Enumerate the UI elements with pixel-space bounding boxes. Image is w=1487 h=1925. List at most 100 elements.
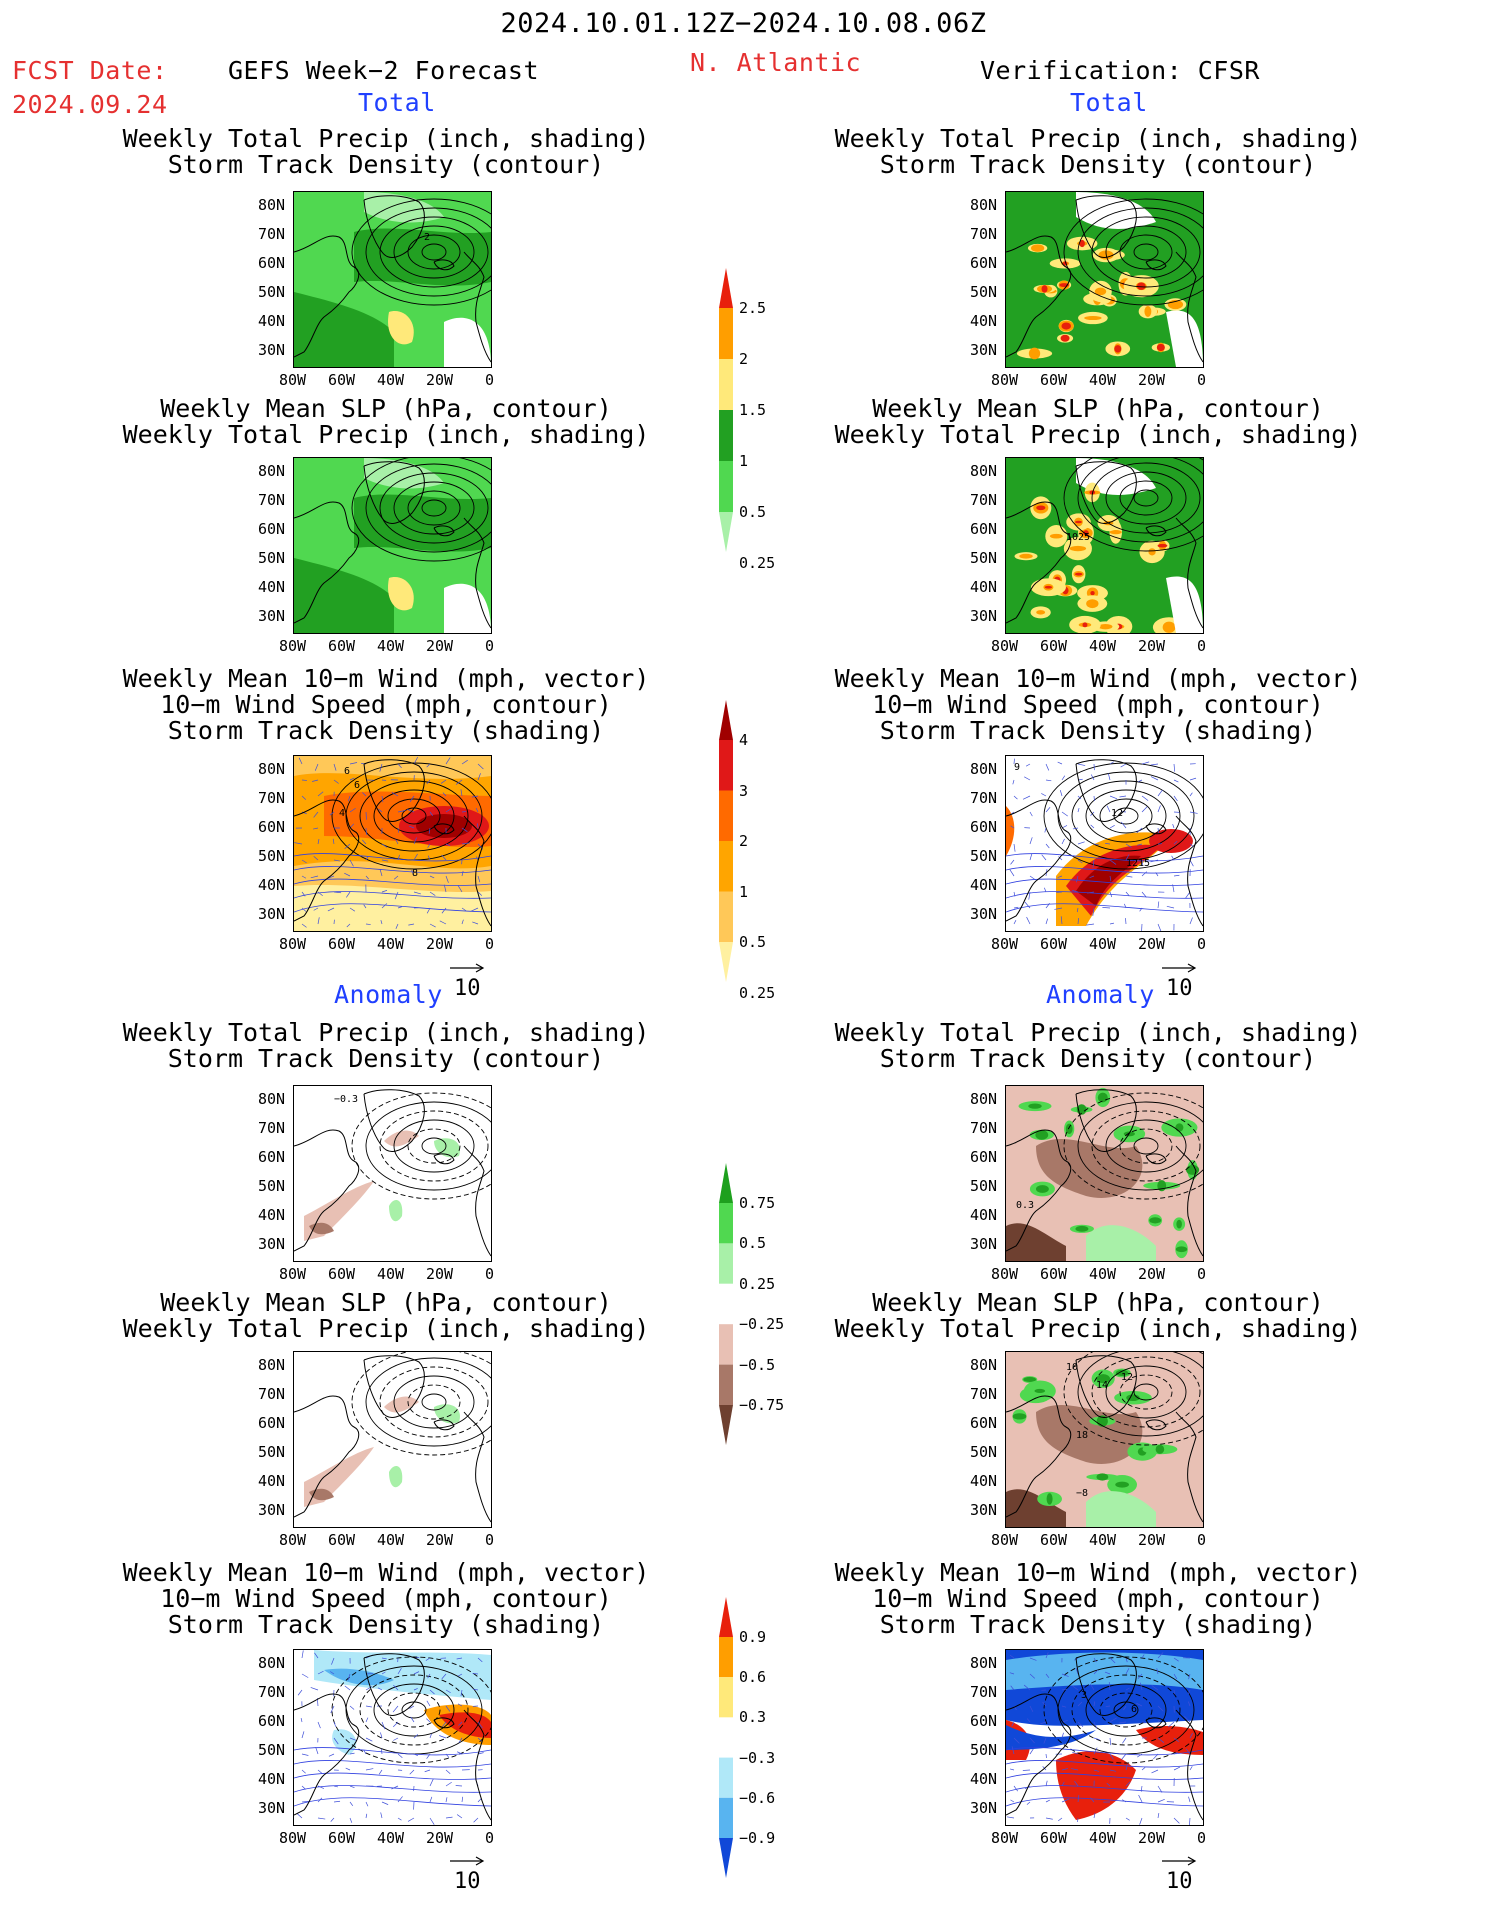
colorbar-swatch [719,700,733,740]
colorbar-swatch [719,790,733,841]
lon-tick-label: 60W [1040,371,1068,389]
vector-reference-arrow [450,1856,485,1866]
lon-tick-label: 20W [1138,371,1166,389]
colorbar-label: −0.25 [739,1315,785,1334]
vector-reference-value: 10 [1166,1869,1193,1894]
lat-tick-label: 80N [258,760,286,778]
colorbar-swatch [719,942,733,982]
panel-title-line: Weekly Total Precip (inch, shading) [834,420,1362,449]
lat-tick-label: 40N [258,1206,286,1224]
lon-tick-label: 80W [279,1829,307,1847]
lat-tick-label: 30N [970,1501,998,1519]
map-verification-2: 9 12 12 15 [1005,755,1204,932]
lat-tick-label: 70N [970,1385,998,1403]
colorbar-swatch [719,1364,733,1405]
lon-tick-label: 0 [485,1531,495,1549]
colorbar-label: −0.6 [739,1788,776,1807]
colorbar-label: 1.5 [739,401,767,419]
contour-label: −8 [1076,1488,1088,1499]
colorbar-swatch [719,740,733,791]
lat-tick-label: 80N [258,1654,286,1672]
panel-title-line: Weekly Mean SLP (hPa, contour) [872,394,1324,423]
lat-tick-label: 50N [970,549,998,567]
lon-tick-label: 60W [1040,637,1068,655]
map-field [294,458,491,633]
verification-title: Verification: CFSR [980,56,1260,85]
colorbar-label: −0.5 [739,1355,776,1374]
lon-tick-label: 40W [1089,935,1117,953]
colorbar-swatch [719,1243,733,1284]
lon-tick-label: 0 [1197,637,1207,655]
panel-title-line: Storm Track Density (shading) [879,1610,1317,1639]
lat-tick-label: 30N [258,905,286,923]
map-verification-4: 10 12 14 18 −8 [1005,1351,1204,1528]
lon-tick-label: 40W [377,1829,405,1847]
lon-tick-label: 80W [991,1265,1019,1283]
lon-tick-label: 20W [426,637,454,655]
lat-tick-label: 70N [258,789,286,807]
vector-reference: 10 [1160,1848,1200,1894]
panel-title-verification-5: Weekly Mean 10−m Wind (mph, vector) 10−m … [798,1560,1398,1638]
panel-title-forecast-5: Weekly Mean 10−m Wind (mph, vector) 10−m … [86,1560,686,1638]
contour-label: 10 [1066,1362,1078,1373]
lon-tick-label: 40W [377,371,405,389]
lon-tick-label: 0 [1197,1265,1207,1283]
contour-label: 6 [344,766,350,777]
lat-tick-label: 60N [970,1414,998,1432]
lat-tick-label: 60N [258,1414,286,1432]
lon-tick-label: 80W [991,1531,1019,1549]
map-forecast-0: 2 [293,191,492,368]
colorbar-label: 0.3 [739,1708,767,1727]
lon-tick-label: 20W [1138,1829,1166,1847]
lon-tick-label: 40W [1089,1531,1117,1549]
panel-title-line: Weekly Mean 10−m Wind (mph, vector) [122,1558,650,1587]
contour-label: 12 [1121,1372,1133,1383]
lon-tick-label: 0 [485,935,495,953]
lat-tick-label: 60N [258,254,286,272]
colorbar-label: −0.9 [739,1829,776,1847]
region-title: N. Atlantic [690,48,862,77]
lat-tick-label: 30N [258,607,286,625]
colorbar-swatch [719,1637,733,1678]
lat-tick-label: 50N [258,847,286,865]
colorbar-swatch [719,891,733,942]
colorbar-label: 0.25 [739,554,776,572]
contour-label: 2 [424,232,430,243]
lon-tick-label: 0 [485,371,495,389]
vector-reference-arrow [450,963,485,973]
colorbar-label: 0.5 [739,933,767,951]
contour-label: 6 [1131,1704,1137,1715]
lat-tick-label: 80N [970,462,998,480]
panel-title-line: Weekly Total Precip (inch, shading) [122,1018,650,1047]
lat-tick-label: 30N [258,1501,286,1519]
lon-tick-label: 20W [1138,637,1166,655]
lat-tick-label: 80N [970,196,998,214]
lon-tick-label: 60W [328,637,356,655]
model-title: GEFS Week−2 Forecast [228,56,540,85]
lon-tick-label: 0 [1197,935,1207,953]
fcst-date-value: 2024.09.24 [12,90,168,119]
colorbar-swatch [719,1717,733,1758]
lat-tick-label: 40N [258,578,286,596]
lat-tick-label: 70N [258,1119,286,1137]
colorbar-graphic [719,700,733,982]
lon-tick-label: 80W [279,1531,307,1549]
map-field: 0.3 [1006,1086,1203,1261]
contour-label: 9 [1014,762,1020,773]
lat-tick-label: 60N [258,1148,286,1166]
map-forecast-3: −0.3 [293,1085,492,1262]
panel-title-line: Storm Track Density (contour) [879,150,1317,179]
lat-tick-label: 80N [258,196,286,214]
lat-tick-label: 70N [970,225,998,243]
lon-tick-label: 20W [426,1531,454,1549]
lat-tick-label: 30N [970,1799,998,1817]
colorbar-label: 1 [739,882,749,901]
map-field [1006,192,1203,367]
colorbar-swatch [719,1797,733,1838]
lon-tick-label: 20W [426,1829,454,1847]
panel-title-verification-3: Weekly Total Precip (inch, shading) Storm… [798,1020,1398,1072]
vector-reference-value: 10 [454,976,481,1001]
lon-tick-label: 40W [377,935,405,953]
